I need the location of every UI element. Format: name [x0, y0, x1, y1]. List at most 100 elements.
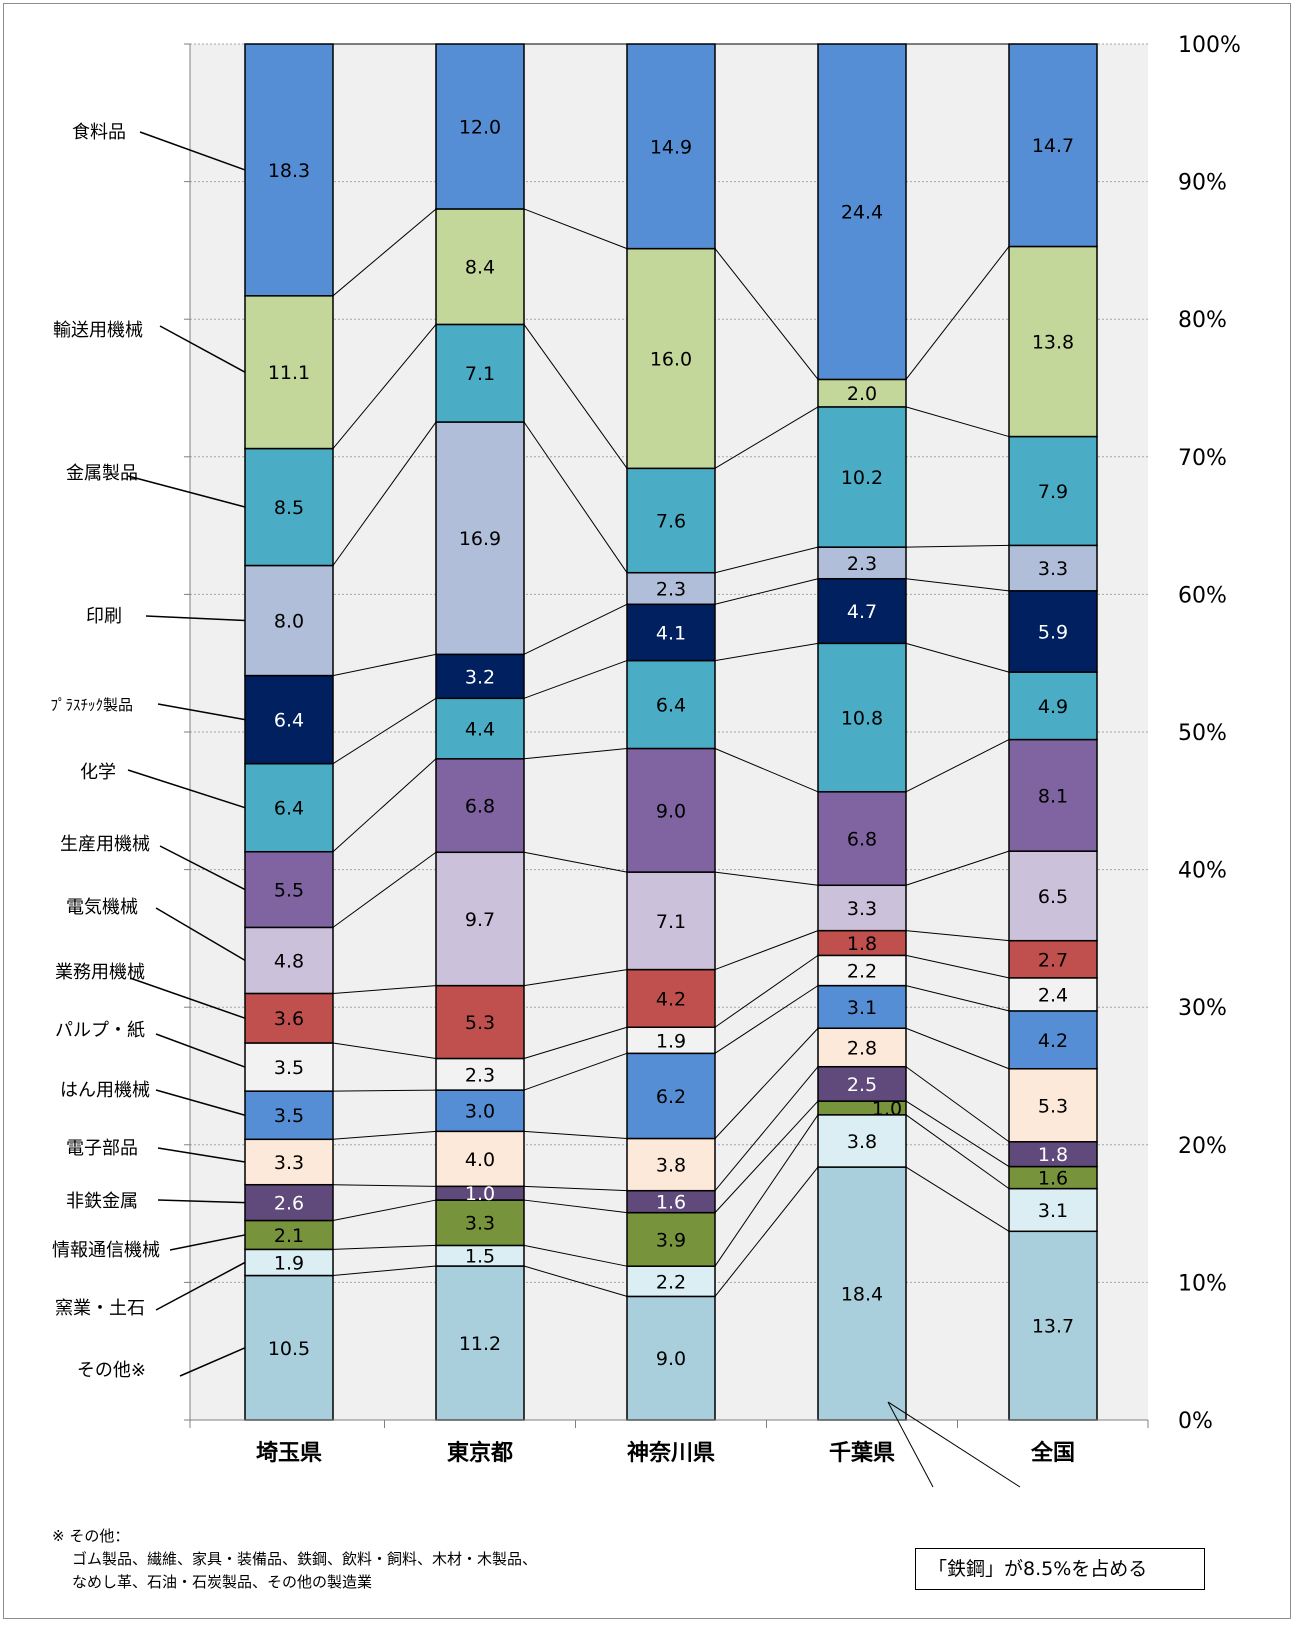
series-connector — [714, 985, 819, 1054]
data-label: 1.0 — [465, 1183, 495, 1205]
bar-segment — [626, 1265, 716, 1298]
bar-segment — [435, 1130, 525, 1188]
bar-segment — [435, 43, 525, 210]
bar-segment — [626, 467, 716, 574]
series-connector — [332, 697, 437, 765]
data-label: 6.4 — [656, 695, 686, 717]
data-label: 2.3 — [656, 578, 686, 600]
data-label: 12.0 — [459, 116, 501, 138]
data-label: 2.5 — [847, 1074, 877, 1096]
series-connector — [905, 1066, 1010, 1143]
data-label: 6.8 — [465, 796, 495, 818]
series-connector — [332, 758, 437, 853]
bar-segment — [1008, 43, 1098, 248]
data-label: 4.9 — [1038, 696, 1068, 718]
footnote-heading: ※ その他： — [52, 1527, 130, 1545]
steel-callout: 「鉄鋼」が8.5%を占める — [915, 1548, 1205, 1590]
series-connector — [905, 578, 1010, 592]
data-label: 3.9 — [656, 1229, 686, 1251]
bar-segment — [626, 659, 716, 750]
data-label: 3.6 — [274, 1008, 304, 1030]
series-connector — [332, 1199, 437, 1221]
legend-label: 輸送用機械 — [53, 320, 143, 341]
data-label: 10.2 — [841, 467, 883, 489]
legend-leader — [155, 1261, 246, 1311]
series-connector — [714, 1066, 819, 1191]
series-connector — [332, 985, 437, 994]
data-label: 14.9 — [650, 136, 692, 158]
data-label: 10.8 — [841, 708, 883, 730]
legend-label: 非鉄金属 — [66, 1191, 138, 1212]
series-connector — [332, 851, 437, 928]
series-connector — [714, 248, 819, 380]
data-label: 6.2 — [656, 1086, 686, 1108]
bar-segment — [244, 992, 334, 1044]
data-label: 11.2 — [459, 1333, 501, 1355]
data-label: 8.5 — [274, 497, 304, 519]
series-connector — [332, 1265, 437, 1277]
series-connector — [332, 421, 437, 566]
bar-segment — [817, 1166, 907, 1421]
series-connector — [714, 954, 819, 1028]
data-label: 7.1 — [465, 363, 495, 385]
data-label: 2.1 — [274, 1225, 304, 1247]
data-label: 11.1 — [268, 362, 310, 384]
series-connector — [523, 1199, 628, 1214]
bar-segment — [1008, 1068, 1098, 1143]
series-connector — [905, 1114, 1010, 1190]
callout-pointer — [887, 1401, 934, 1488]
series-connector — [523, 1026, 628, 1059]
series-connector — [714, 1027, 819, 1139]
series-connector — [714, 642, 819, 662]
data-label: 1.5 — [465, 1246, 495, 1268]
category-label: 東京都 — [447, 1440, 513, 1466]
data-label: 7.9 — [1038, 481, 1068, 503]
bar-segment — [817, 546, 907, 580]
bar-segment — [244, 1090, 334, 1141]
data-label: 3.5 — [274, 1105, 304, 1127]
data-label: 9.0 — [656, 800, 686, 822]
legend-label: 金属製品 — [66, 463, 138, 484]
data-label: 2.3 — [465, 1064, 495, 1086]
bar-segment — [817, 954, 907, 987]
bar-segment — [817, 791, 907, 887]
legend-leader — [157, 1147, 246, 1163]
legend-leader — [129, 977, 246, 1019]
y-tick-label: 70% — [1178, 446, 1227, 471]
data-label: 1.8 — [847, 933, 877, 955]
category-label: 神奈川県 — [627, 1440, 715, 1466]
series-connector — [905, 930, 1010, 942]
data-label: 3.5 — [274, 1057, 304, 1079]
data-label: 5.3 — [465, 1012, 495, 1034]
y-tick-label: 80% — [1178, 308, 1227, 333]
series-connector — [905, 544, 1010, 548]
category-label: 千葉県 — [829, 1441, 895, 1466]
y-tick-label: 100% — [1178, 33, 1241, 58]
data-label: 3.3 — [465, 1213, 495, 1235]
bar-segment — [817, 884, 907, 932]
series-connector — [332, 1089, 437, 1092]
series-connector — [714, 1100, 819, 1213]
bar-segment — [244, 926, 334, 995]
data-label: 5.3 — [1038, 1095, 1068, 1117]
series-connector — [714, 748, 819, 793]
legend-label: 電子部品 — [66, 1138, 138, 1159]
data-label: 6.4 — [274, 798, 304, 820]
legend-label: 業務用機械 — [55, 962, 145, 983]
series-connector — [523, 747, 628, 760]
data-label: 3.3 — [274, 1152, 304, 1174]
category-label: 全国 — [1030, 1440, 1075, 1466]
series-connector — [905, 406, 1010, 438]
series-connector — [905, 850, 1010, 886]
data-label: 4.2 — [1038, 1030, 1068, 1052]
bar-segment — [626, 247, 716, 470]
legend-label: 印刷 — [86, 606, 122, 627]
footnote: ※ その他： ゴム製品、繊維、家具・装備品、鉄鋼、飲料・飼料、木材・木製品、 な… — [52, 1525, 537, 1594]
data-label: 3.1 — [1038, 1200, 1068, 1222]
data-label: 8.1 — [1038, 785, 1068, 807]
series-connector — [905, 1166, 1010, 1232]
legend-label: 窯業・土石 — [55, 1298, 145, 1319]
data-label: 8.4 — [465, 257, 495, 279]
legend-leader — [139, 131, 246, 171]
bar-segment — [1008, 1187, 1098, 1233]
